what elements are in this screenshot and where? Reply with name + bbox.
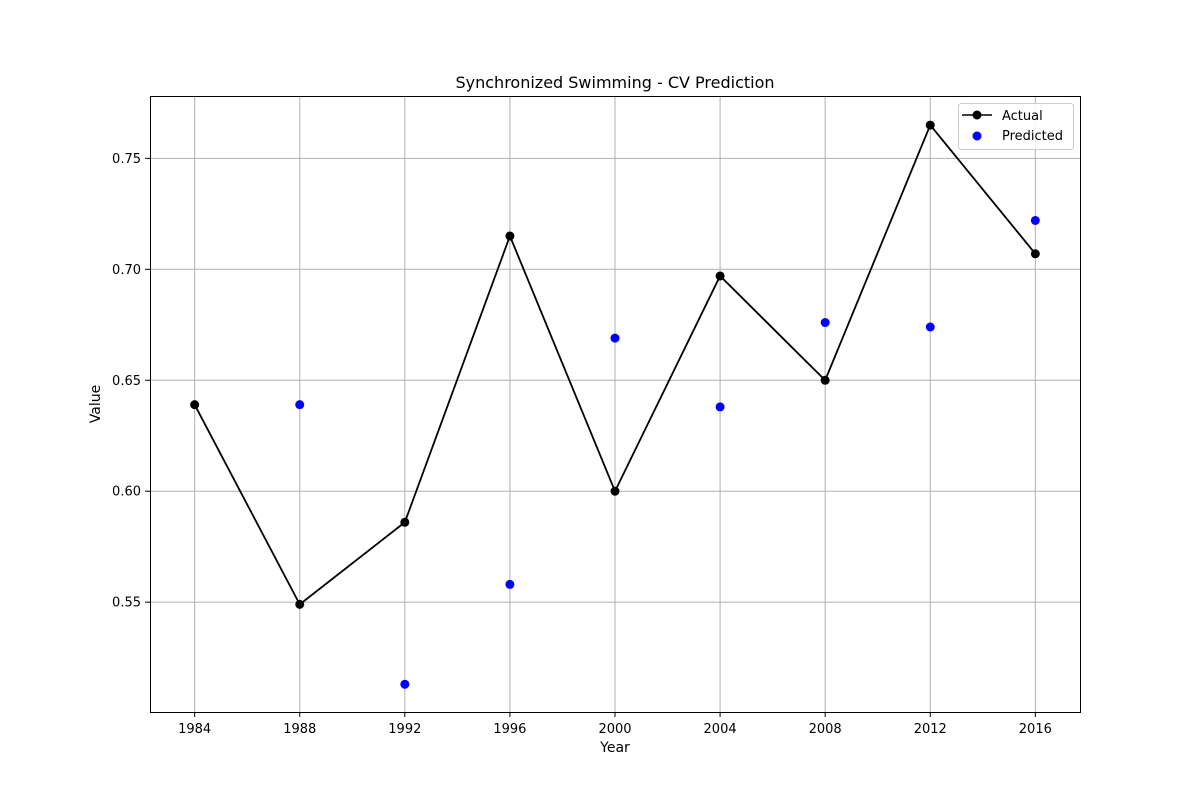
actual-point: [295, 599, 305, 609]
x-axis-label: Year: [599, 740, 630, 756]
y-tick-label: 0.75: [112, 152, 141, 167]
actual-point: [715, 271, 725, 281]
actual-point: [610, 486, 620, 496]
predicted-point: [715, 402, 725, 412]
predicted-point: [400, 679, 410, 689]
x-tick-label: 2016: [1019, 722, 1052, 737]
y-tick-label: 0.60: [112, 485, 141, 500]
actual-point: [925, 120, 935, 130]
y-axis: 0.55 0.60 0.65 0.70 0.75: [112, 152, 150, 611]
chart-title: Synchronized Swimming - CV Prediction: [455, 73, 774, 92]
legend-predicted-marker: [972, 131, 982, 141]
x-tick-label: 1996: [493, 722, 526, 737]
predicted-point: [1030, 215, 1040, 225]
predicted-point: [610, 333, 620, 343]
series-predicted: [295, 215, 1040, 689]
predicted-point: [295, 400, 305, 410]
actual-point: [190, 400, 200, 410]
x-tick-label: 1992: [388, 722, 421, 737]
y-axis-label: Value: [88, 385, 104, 423]
x-tick-label: 2012: [914, 722, 947, 737]
actual-point: [400, 517, 410, 527]
x-tick-label: 2008: [809, 722, 842, 737]
legend-actual-marker: [972, 110, 982, 120]
actual-point: [820, 375, 830, 385]
legend: Actual Predicted: [958, 103, 1074, 150]
actual-point: [1030, 249, 1040, 259]
series-actual: [190, 120, 1040, 609]
x-tick-label: 1984: [178, 722, 211, 737]
legend-predicted-label: Predicted: [1002, 129, 1063, 144]
y-tick-label: 0.70: [112, 263, 141, 278]
y-tick-label: 0.55: [112, 596, 141, 611]
actual-point: [505, 231, 515, 241]
x-tick-label: 2000: [598, 722, 631, 737]
x-axis: 1984 1988 1992 1996 2000 2004 2008 2012 2016: [178, 712, 1052, 737]
legend-actual-label: Actual: [1002, 109, 1043, 124]
predicted-point: [820, 318, 830, 328]
y-tick-label: 0.65: [112, 374, 141, 389]
predicted-point: [925, 322, 935, 332]
x-tick-label: 2004: [704, 722, 737, 737]
predicted-point: [505, 579, 515, 589]
x-tick-label: 1988: [283, 722, 316, 737]
